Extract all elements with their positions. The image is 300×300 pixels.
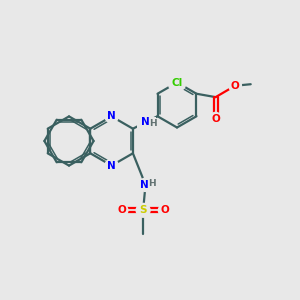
Text: N: N — [107, 111, 116, 122]
Text: O: O — [117, 205, 126, 215]
Text: H: H — [148, 178, 156, 188]
Circle shape — [105, 159, 118, 172]
Circle shape — [229, 80, 242, 92]
Text: N: N — [107, 160, 116, 171]
Text: O: O — [211, 114, 220, 124]
Circle shape — [115, 204, 128, 217]
Text: Cl: Cl — [171, 77, 183, 88]
Circle shape — [105, 110, 118, 123]
Circle shape — [136, 203, 150, 217]
Circle shape — [139, 178, 152, 191]
Circle shape — [209, 112, 222, 125]
Text: S: S — [140, 205, 147, 215]
Circle shape — [158, 204, 171, 217]
Text: O: O — [160, 205, 169, 215]
Text: H: H — [149, 119, 157, 128]
Circle shape — [168, 74, 186, 92]
Bar — [137, 117, 156, 128]
Text: N: N — [140, 180, 149, 190]
Text: N: N — [141, 118, 150, 128]
Text: O: O — [231, 81, 239, 91]
